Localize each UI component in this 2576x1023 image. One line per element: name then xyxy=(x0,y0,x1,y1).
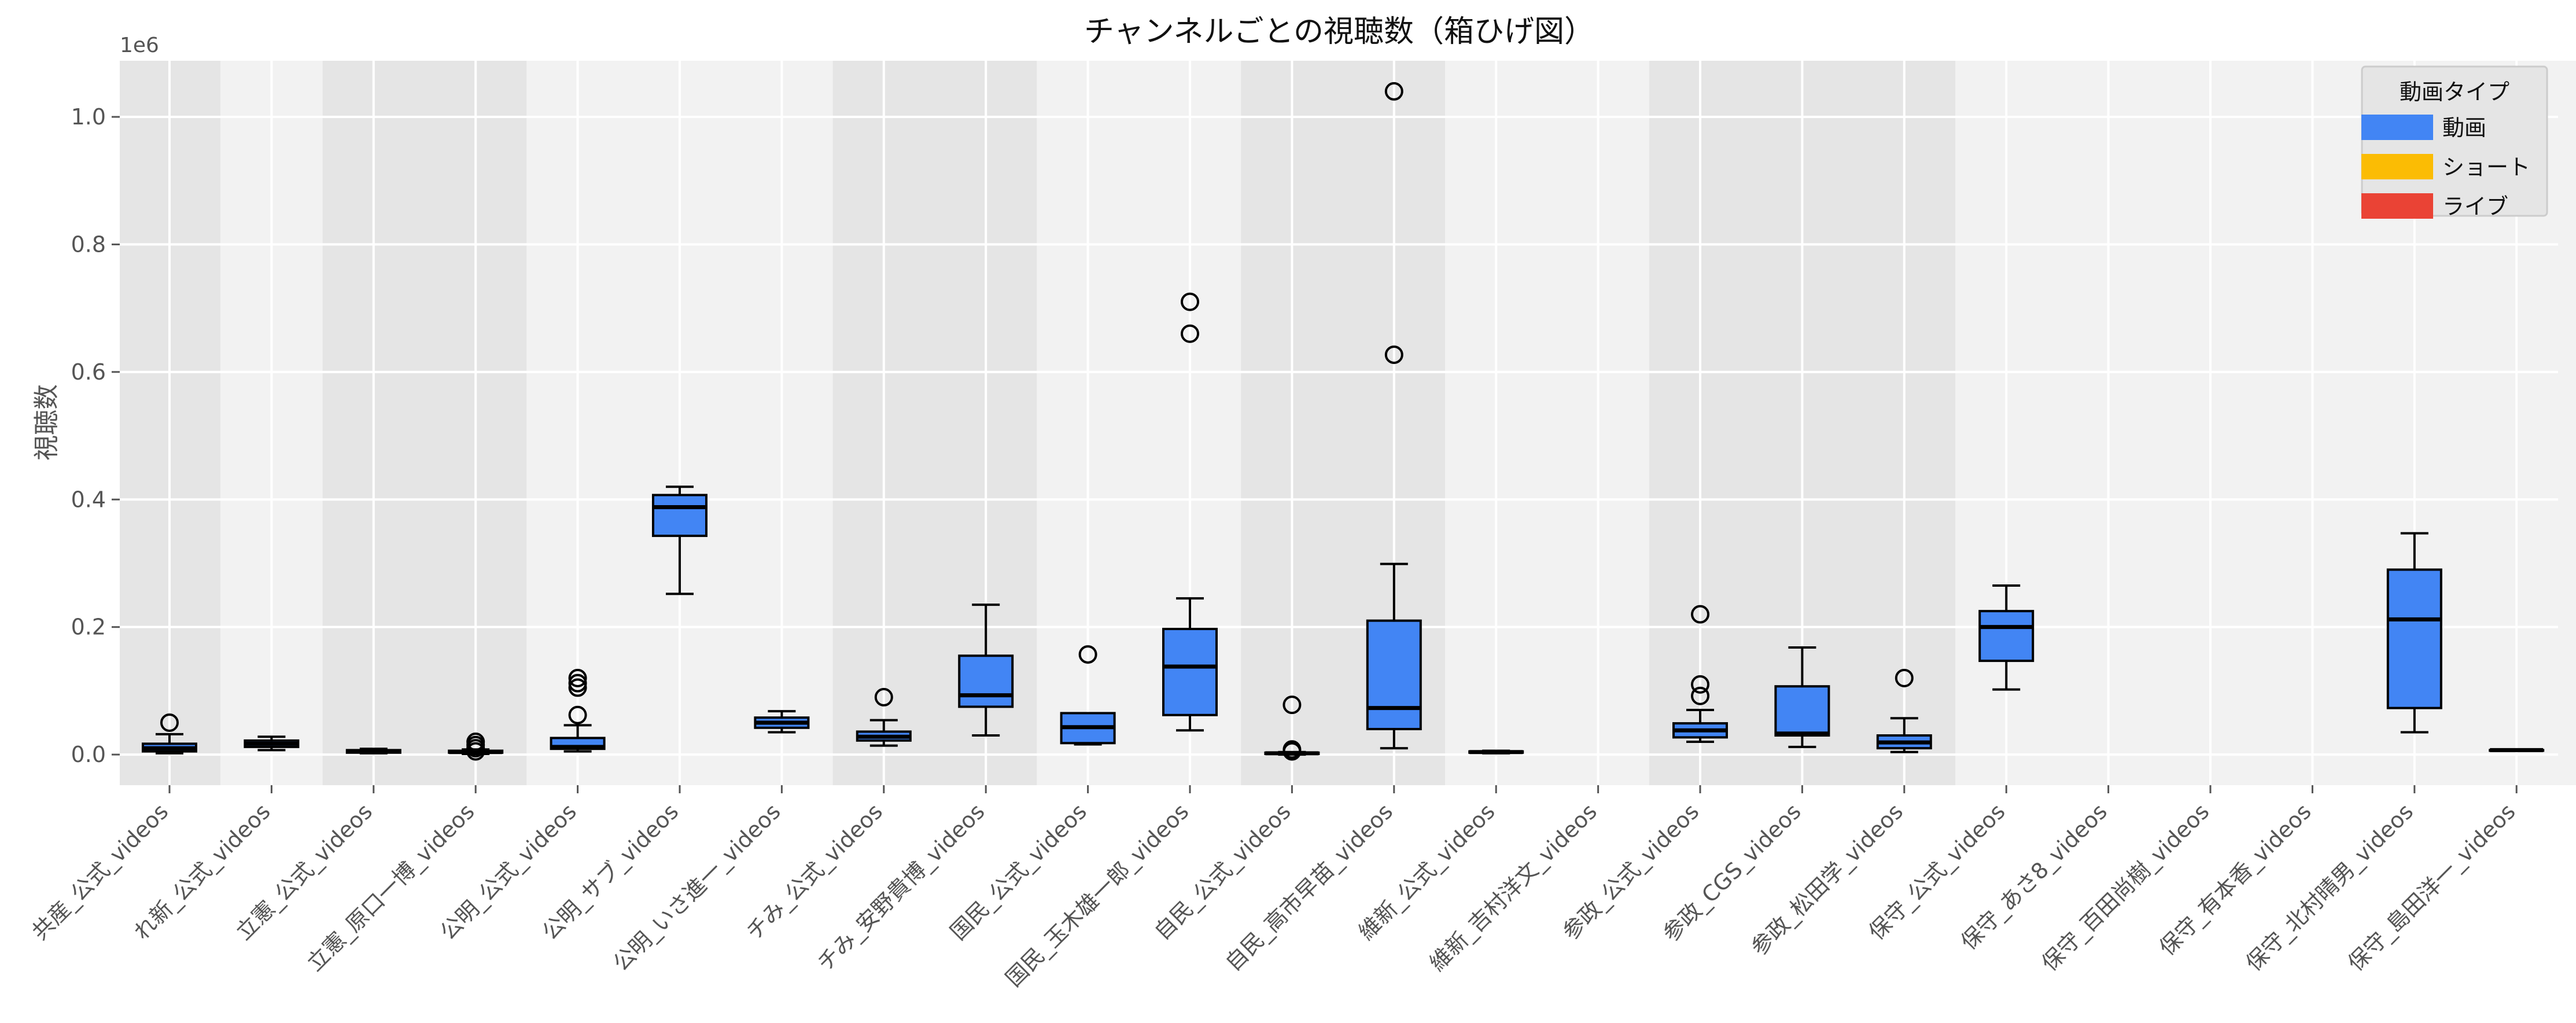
box-公明_サブ_videos xyxy=(652,485,707,595)
outlier-point xyxy=(1283,696,1302,715)
y-tick-label: 0.8 xyxy=(71,231,106,257)
outlier-point xyxy=(1384,82,1403,101)
legend-swatch xyxy=(2361,115,2433,140)
outlier-point xyxy=(1691,686,1709,705)
outlier-point xyxy=(1691,675,1709,694)
box-公明_公式_videos xyxy=(550,668,606,753)
chart-title: チャンネルごとの視聴数（箱ひげ図） xyxy=(1084,14,1594,49)
x-axis: 共産_公式_videosれ新_公式_videos立憲_公式_videos立憲_原… xyxy=(27,785,2520,992)
iqr-box xyxy=(652,494,707,538)
x-tick-label: 保守_北村晴男_videos xyxy=(2241,798,2419,976)
box-保守_北村晴男_videos xyxy=(2386,532,2442,734)
outlier-point xyxy=(1181,292,1199,311)
box-チみ_安野貴博_videos xyxy=(958,604,1014,737)
box-公明_いさ進一_videos xyxy=(754,710,810,734)
party-bands xyxy=(120,61,2576,785)
legend-label: ライブ xyxy=(2442,194,2508,219)
outlier-point xyxy=(568,674,587,693)
box-参政_CGS_videos xyxy=(1774,646,1830,748)
y-offset-label: 1e6 xyxy=(120,34,159,57)
box-チみ_公式_videos xyxy=(856,687,912,747)
y-tick-label: 0.6 xyxy=(71,359,106,385)
y-tick-label: 0.4 xyxy=(71,487,106,512)
outlier-point xyxy=(568,705,587,724)
outlier-point xyxy=(1283,740,1302,759)
x-tick-label: 保守_百田尚樹_videos xyxy=(2037,798,2214,976)
legend-label: 動画 xyxy=(2442,115,2486,141)
x-tick-label: 立憲_原口一博_videos xyxy=(302,798,480,976)
y-axis: 0.0 0.2 0.4 0.6 0.8 1.0 xyxy=(71,104,120,767)
legend-title: 動画タイプ xyxy=(2400,79,2509,105)
boxes xyxy=(142,82,2545,761)
x-tick-label: 国民_玉木雄一郎_videos xyxy=(1001,798,1193,991)
iqr-box xyxy=(2386,568,2442,709)
iqr-box xyxy=(1774,685,1830,737)
box-自民_公式_videos xyxy=(1264,696,1320,761)
box-国民_玉木雄一郎_videos xyxy=(1162,292,1218,732)
box-共産_公式_videos xyxy=(142,713,197,755)
box-維新_公式_videos xyxy=(1468,749,1524,755)
outlier-point xyxy=(1181,324,1199,343)
box-保守_公式_videos xyxy=(1978,584,2035,691)
x-tick-label: 維新_吉村洋文_videos xyxy=(1424,798,1602,976)
outlier-point xyxy=(568,668,587,687)
y-tick-label: 0.2 xyxy=(71,614,106,640)
outlier-point xyxy=(160,713,179,732)
y-tick-label: 0.0 xyxy=(71,742,106,767)
box-自民_高市早苗_videos xyxy=(1366,82,1422,750)
y-tick-label: 1.0 xyxy=(71,104,106,130)
outlier-point xyxy=(1691,605,1709,624)
box-立憲_原口一博_videos xyxy=(448,733,504,761)
x-tick-label: 自民_高市早苗_videos xyxy=(1221,798,1398,976)
outlier-point xyxy=(1895,668,1914,687)
box-参政_公式_videos xyxy=(1672,605,1728,744)
box-国民_公式_videos xyxy=(1060,645,1116,746)
legend-label: ショート xyxy=(2442,154,2530,180)
party-band-立憲 xyxy=(322,61,527,785)
outlier-point xyxy=(1384,345,1403,365)
x-tick-label: チみ_安野貴博_videos xyxy=(812,798,990,976)
legend-swatch xyxy=(2361,154,2433,179)
x-tick-label: 保守_島田洋一_videos xyxy=(2343,798,2520,976)
iqr-box xyxy=(1366,619,1422,731)
outlier-point xyxy=(466,733,485,752)
outlier-point xyxy=(1078,645,1097,664)
box-れ新_公式_videos xyxy=(244,735,300,752)
box-参政_松田学_videos xyxy=(1876,668,1932,753)
iqr-box xyxy=(1162,627,1218,716)
y-axis-label: 視聴数 xyxy=(32,384,61,461)
legend-swatch xyxy=(2361,193,2433,219)
box-立憲_公式_videos xyxy=(345,748,401,755)
iqr-box xyxy=(1978,610,2035,663)
x-tick-label: 公明_いさ進一_videos xyxy=(608,798,786,976)
iqr-box xyxy=(958,654,1014,708)
party-band-維新 xyxy=(1445,61,1649,785)
outlier-point xyxy=(874,687,893,706)
